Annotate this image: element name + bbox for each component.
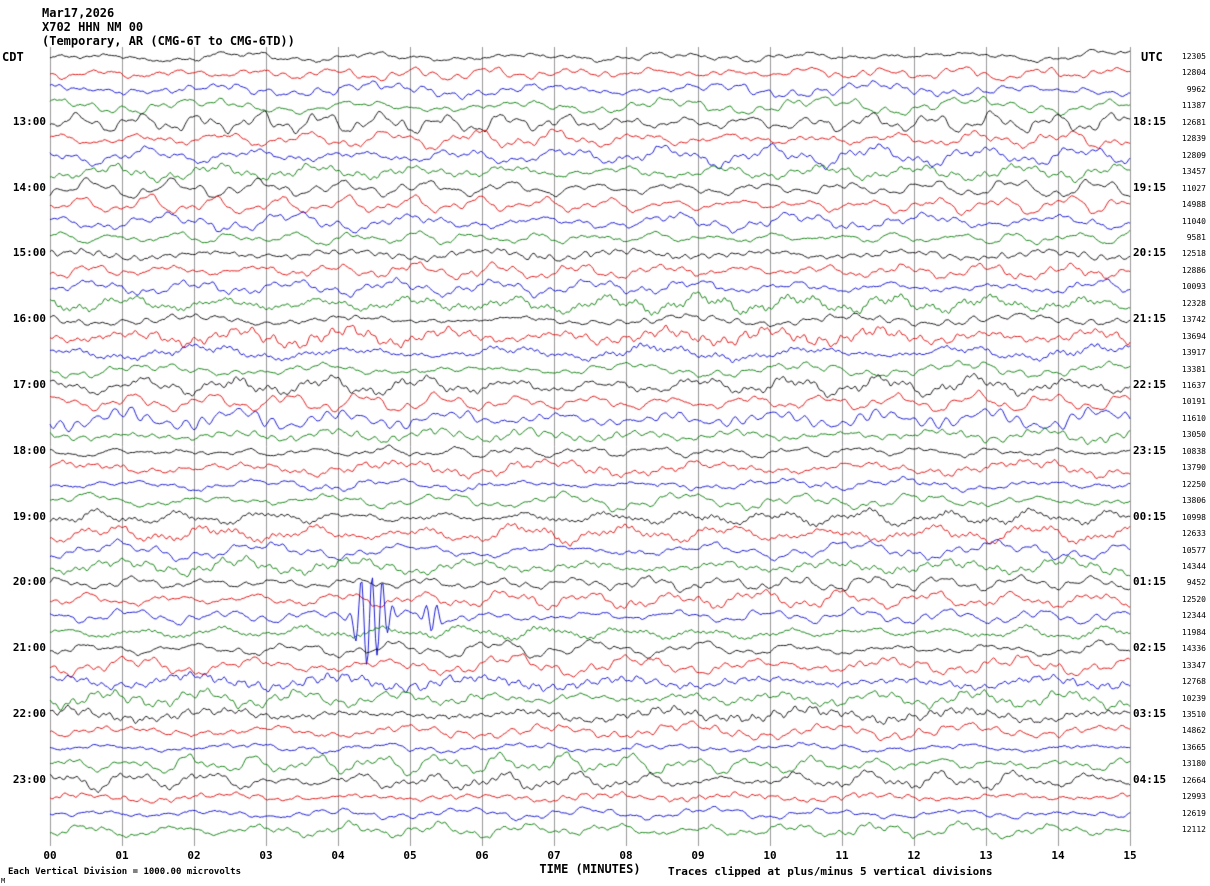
row-peak-value: 13806	[1181, 496, 1206, 506]
x-tick-label: 09	[691, 849, 705, 862]
x-tick-label: 02	[187, 849, 201, 862]
row-peak-value: 13510	[1181, 710, 1206, 719]
right-time-label: 02:15	[1133, 641, 1167, 655]
left-time-label: 21:00	[12, 641, 46, 655]
row-peak-value: 12886	[1181, 265, 1206, 275]
row-peak-value: 11040	[1181, 216, 1206, 226]
left-time-label: 13:00	[12, 114, 46, 128]
left-time-label: 15:00	[12, 246, 46, 260]
row-peak-value: 14988	[1181, 200, 1206, 210]
row-peak-value: 9452	[1186, 578, 1206, 588]
right-time-label: 03:15	[1133, 707, 1167, 720]
x-tick-label: 01	[115, 849, 129, 862]
row-peak-value: 13665	[1181, 742, 1206, 752]
row-peak-value: 12804	[1181, 68, 1206, 78]
clip-note: Traces clipped at plus/minus 5 vertical …	[668, 865, 993, 878]
row-peak-value: 12328	[1181, 298, 1206, 308]
right-time-label: 01:15	[1133, 575, 1167, 589]
left-time-label: 17:00	[12, 378, 46, 391]
row-peak-value: 13917	[1181, 348, 1206, 358]
row-peak-value: 11387	[1181, 101, 1206, 111]
row-peak-value: 13347	[1181, 660, 1206, 670]
x-tick-label: 08	[619, 849, 633, 862]
row-peak-value: 9962	[1186, 84, 1206, 94]
corner-mark: M	[1, 877, 6, 885]
x-tick-label: 15	[1123, 849, 1137, 862]
row-peak-value: 10239	[1181, 693, 1206, 703]
row-peak-value: 11610	[1181, 413, 1206, 423]
title-date: Mar17,2026	[42, 6, 115, 20]
x-tick-label: 14	[1051, 849, 1065, 862]
row-peak-value: 14344	[1181, 561, 1206, 571]
right-time-label: 20:15	[1133, 246, 1167, 260]
row-peak-value: 11984	[1181, 627, 1206, 637]
row-peak-value: 12250	[1181, 479, 1206, 489]
left-time-label: 16:00	[12, 312, 46, 326]
scale-note: Each Vertical Division = 1000.00 microvo…	[8, 867, 241, 877]
row-peak-value: 12633	[1181, 529, 1206, 539]
row-peak-value: 13381	[1181, 364, 1206, 374]
row-peak-value: 13457	[1181, 167, 1206, 177]
x-tick-label: 12	[907, 849, 921, 862]
row-peak-value: 13050	[1181, 430, 1206, 440]
right-time-label: 21:15	[1133, 312, 1167, 326]
left-time-label: 18:00	[12, 443, 46, 457]
row-peak-value: 12768	[1181, 677, 1206, 687]
row-peak-value: 11027	[1181, 183, 1206, 193]
left-time-label: 22:00	[12, 707, 46, 720]
x-axis-title: TIME (MINUTES)	[539, 862, 641, 876]
row-peak-value: 9581	[1186, 232, 1206, 242]
row-peak-value: 12518	[1181, 249, 1206, 259]
row-peak-value: 10998	[1181, 512, 1206, 522]
row-peak-value: 12619	[1181, 808, 1206, 818]
x-tick-label: 07	[547, 849, 561, 862]
right-time-label: 04:15	[1133, 772, 1167, 786]
row-peak-value: 14336	[1181, 644, 1206, 654]
x-tick-label: 13	[979, 849, 993, 862]
right-time-label: 19:15	[1133, 180, 1167, 194]
row-peak-value: 12681	[1181, 117, 1206, 127]
row-peak-value: 13694	[1181, 331, 1206, 341]
row-peak-value: 12305	[1181, 52, 1206, 61]
left-time-label: 14:00	[12, 180, 46, 194]
right-time-label: 22:15	[1133, 378, 1167, 391]
station-id: X702 HHN NM 00	[42, 20, 144, 34]
row-peak-value: 10191	[1181, 397, 1206, 407]
left-time-label: 23:00	[12, 772, 46, 786]
x-tick-label: 10	[763, 849, 777, 862]
right-time-label: 00:15	[1133, 509, 1167, 523]
row-peak-value: 12664	[1181, 775, 1206, 785]
station-description: (Temporary, AR (CMG-6T to CMG-6TD))	[42, 34, 295, 48]
row-peak-value: 11637	[1181, 381, 1206, 390]
x-tick-label: 05	[403, 849, 417, 862]
x-tick-label: 00	[43, 849, 57, 862]
right-timezone-header: UTC	[1141, 50, 1163, 64]
row-peak-value: 12520	[1181, 594, 1206, 604]
row-peak-value: 12809	[1181, 150, 1206, 160]
row-peak-value: 12993	[1181, 792, 1206, 802]
right-time-label: 23:15	[1133, 443, 1167, 457]
x-tick-label: 03	[259, 849, 273, 862]
x-tick-label: 11	[835, 849, 849, 862]
row-peak-value: 13180	[1181, 759, 1206, 769]
row-peak-value: 12344	[1181, 611, 1206, 621]
row-peak-value: 10093	[1181, 282, 1206, 292]
x-tick-label: 06	[475, 849, 489, 862]
row-peak-value: 12112	[1181, 825, 1206, 835]
row-peak-value: 10577	[1181, 545, 1206, 555]
left-time-label: 20:00	[12, 575, 46, 589]
row-peak-value: 12839	[1181, 134, 1206, 144]
row-peak-value: 10838	[1181, 446, 1206, 456]
left-time-label: 19:00	[12, 509, 46, 523]
right-time-label: 18:15	[1133, 114, 1167, 128]
left-timezone-header: CDT	[2, 50, 24, 64]
row-peak-value: 14862	[1181, 726, 1206, 736]
row-peak-value: 13790	[1181, 463, 1206, 473]
x-tick-label: 04	[331, 849, 345, 862]
row-peak-value: 13742	[1181, 315, 1206, 325]
